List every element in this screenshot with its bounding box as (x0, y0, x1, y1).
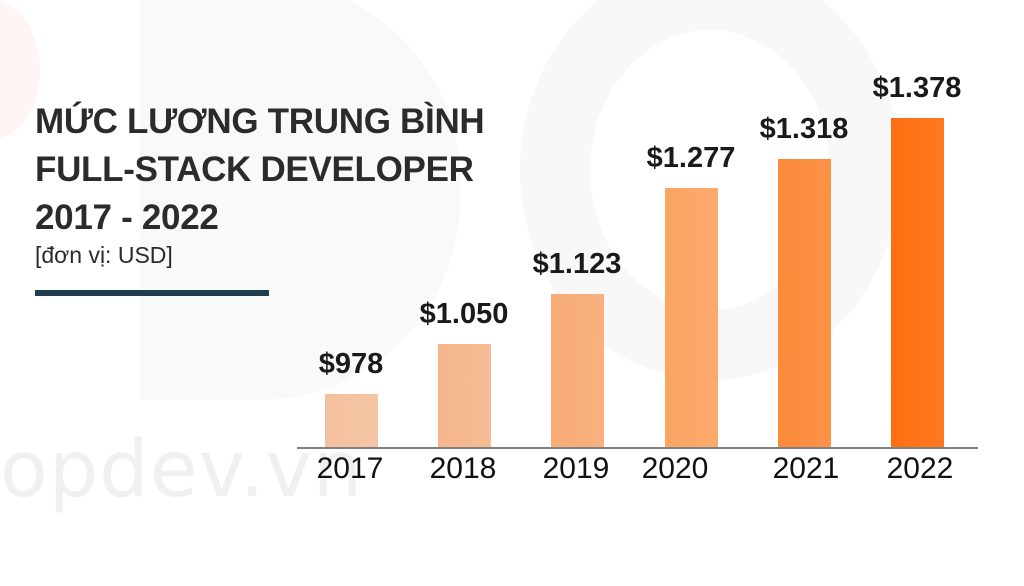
data-label-2019: $1.123 (532, 247, 622, 280)
bar-2018 (438, 344, 491, 447)
x-tick-2022: 2022 (886, 452, 954, 485)
data-label-2020: $1.277 (646, 141, 736, 174)
bar-2022 (891, 118, 944, 447)
bar-2021 (778, 159, 831, 447)
chart-title: MỨC LƯƠNG TRUNG BÌNH FULL-STACK DEVELOPE… (35, 102, 485, 237)
watermark-shape (140, 0, 460, 400)
x-tick-2021: 2021 (772, 452, 840, 485)
x-tick-2018: 2018 (429, 452, 497, 485)
title-underline (35, 290, 269, 296)
data-label-2018: $1.050 (419, 298, 509, 331)
x-tick-2017: 2017 (316, 452, 384, 485)
watermark-shape (0, 0, 40, 140)
x-tick-2019: 2019 (542, 452, 610, 485)
watermark-text: opdev.vn (0, 425, 364, 515)
bar-2020 (665, 187, 718, 447)
data-label-2021: $1.318 (759, 113, 849, 146)
chart-unit: [đơn vị: USD] (35, 242, 173, 268)
data-label-2022: $1.378 (872, 72, 962, 104)
bar-2017 (325, 394, 378, 447)
x-axis-line (297, 447, 978, 449)
x-tick-2020: 2020 (641, 452, 709, 485)
data-label-2017: $978 (318, 348, 384, 380)
bar-2019 (551, 293, 604, 447)
